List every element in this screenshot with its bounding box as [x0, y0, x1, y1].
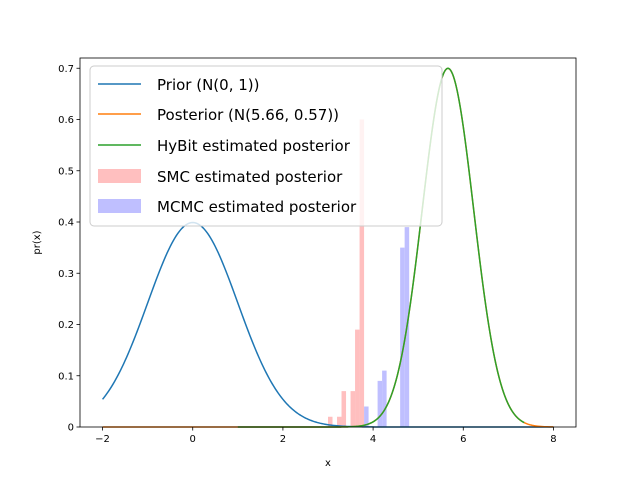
y-tick-label-0: 0: [68, 423, 74, 434]
series-line-0: [101, 221, 554, 428]
y-tick-label-6: 0.6: [58, 115, 74, 126]
smc-bar-3: [350, 391, 356, 427]
x-tick-label-4: 6: [460, 434, 466, 445]
mcmc-bar-3: [400, 247, 405, 427]
legend-label-1: Posterior (N(5.66, 0.57)): [157, 106, 339, 124]
mcmc-bar-0: [364, 406, 369, 427]
smc-bar-0: [328, 416, 333, 427]
smc-bar-2: [341, 391, 347, 427]
smc-bar-1: [337, 416, 342, 427]
y-tick-label-7: 0.7: [58, 64, 74, 75]
legend-swatch-3: [98, 169, 141, 183]
legend-label-4: MCMC estimated posterior: [157, 198, 357, 216]
y-tick-label-5: 0.5: [58, 166, 74, 177]
axis-ticks: −2 0 2 4 6 8 0 0.1 0.2 0.3 0.4 0.5 0.6 0.7: [58, 64, 557, 445]
y-tick-label-3: 0.3: [58, 269, 74, 280]
x-tick-label-0: −2: [95, 434, 110, 445]
x-tick-label-3: 4: [370, 434, 376, 445]
y-axis-label: pr(x): [32, 230, 43, 254]
y-tick-label-4: 0.4: [58, 218, 74, 229]
x-tick-label-1: 0: [190, 434, 196, 445]
legend-label-2: HyBit estimated posterior: [157, 137, 351, 155]
y-tick-label-2: 0.2: [58, 320, 74, 331]
legend-swatch-4: [98, 199, 141, 213]
x-tick-label-5: 8: [550, 434, 556, 445]
axes-frame: [79, 57, 577, 428]
x-axis-label: x: [325, 458, 331, 469]
mcmc-bar-1: [377, 380, 383, 427]
mcmc-bar-2: [382, 370, 387, 427]
smc-bar-4: [355, 329, 360, 427]
legend-label-0: Prior (N(0, 1)): [157, 76, 259, 94]
x-tick-label-2: 2: [280, 434, 286, 445]
legend-label-3: SMC estimated posterior: [157, 168, 343, 186]
y-tick-label-1: 0.1: [58, 371, 74, 382]
smc-bar-5: [359, 119, 365, 427]
legend: Prior (N(0, 1)) Posterior (N(5.66, 0.57))…: [89, 65, 443, 227]
legend-box: [89, 65, 443, 227]
